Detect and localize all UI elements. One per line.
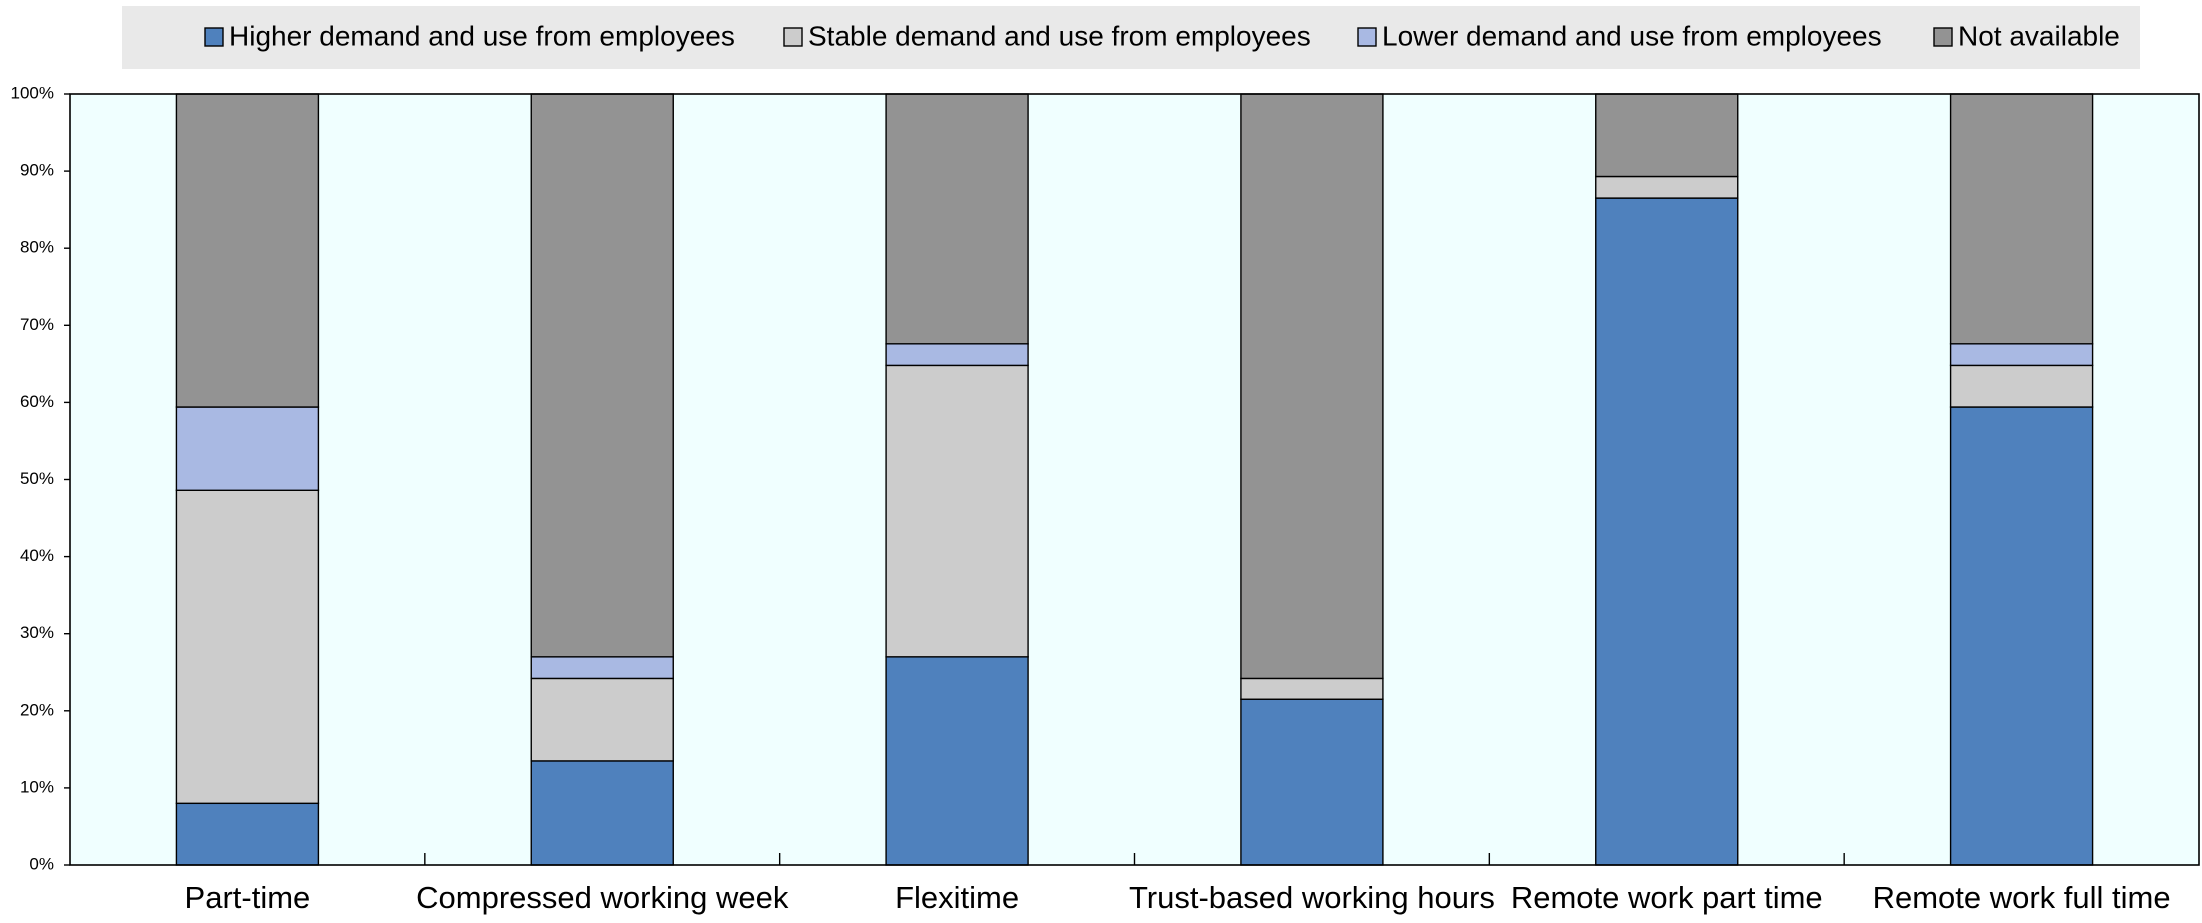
x-tick-label: Trust-based working hours bbox=[1129, 880, 1495, 915]
bar-segment bbox=[1595, 175, 1739, 199]
legend-label: Higher demand and use from employees bbox=[229, 20, 735, 51]
y-tick-label: 0% bbox=[29, 854, 54, 873]
bar-segment bbox=[530, 93, 674, 658]
legend-label: Stable demand and use from employees bbox=[808, 20, 1311, 51]
y-tick-label: 30% bbox=[20, 623, 54, 642]
legend-swatch bbox=[783, 27, 803, 47]
bar-segment bbox=[885, 343, 1029, 367]
bar-segment bbox=[885, 364, 1029, 658]
legend-swatch bbox=[1933, 27, 1953, 47]
bar-segment bbox=[1240, 698, 1384, 866]
legend-swatch bbox=[1357, 27, 1377, 47]
bar-segment bbox=[175, 802, 320, 866]
bar-segment bbox=[175, 406, 320, 491]
x-tick-label: Remote work full time bbox=[1873, 880, 2171, 915]
bar-segment bbox=[1240, 677, 1384, 700]
y-tick-label: 50% bbox=[20, 469, 54, 488]
legend-label: Lower demand and use from employees bbox=[1382, 20, 1882, 51]
legend-box bbox=[122, 6, 2140, 69]
bar-segment bbox=[1240, 93, 1384, 680]
bar-segment bbox=[175, 93, 320, 408]
plot-frame bbox=[69, 93, 2200, 866]
bar-segment bbox=[885, 93, 1029, 345]
bar-segment bbox=[1595, 93, 1739, 178]
plot-area bbox=[70, 94, 2199, 865]
bar-segment bbox=[530, 677, 674, 762]
bar-segment bbox=[1949, 364, 2094, 408]
y-tick-label: 80% bbox=[20, 238, 54, 257]
legend-swatch bbox=[204, 27, 224, 47]
bar-segment bbox=[1949, 93, 2094, 345]
y-tick-label: 70% bbox=[20, 315, 54, 334]
bar-segment bbox=[175, 489, 320, 805]
x-tick-label: Flexitime bbox=[895, 880, 1019, 915]
x-tick-label: Remote work part time bbox=[1511, 880, 1823, 915]
bar-segment bbox=[1595, 197, 1739, 866]
bar-segment bbox=[885, 656, 1029, 866]
legend-label: Not available bbox=[1958, 20, 2120, 51]
y-tick-label: 60% bbox=[20, 392, 54, 411]
bar-segment bbox=[530, 656, 674, 680]
y-tick-label: 100% bbox=[11, 83, 54, 102]
bar-segment bbox=[530, 760, 674, 866]
x-tick-label: Compressed working week bbox=[416, 880, 789, 915]
bar-segment bbox=[1949, 406, 2094, 866]
bar-segment bbox=[1949, 343, 2094, 367]
y-tick-label: 90% bbox=[20, 161, 54, 180]
y-tick-label: 20% bbox=[20, 700, 54, 719]
x-tick-label: Part-time bbox=[185, 880, 311, 915]
y-tick-label: 10% bbox=[20, 777, 54, 796]
y-tick-label: 40% bbox=[20, 546, 54, 565]
